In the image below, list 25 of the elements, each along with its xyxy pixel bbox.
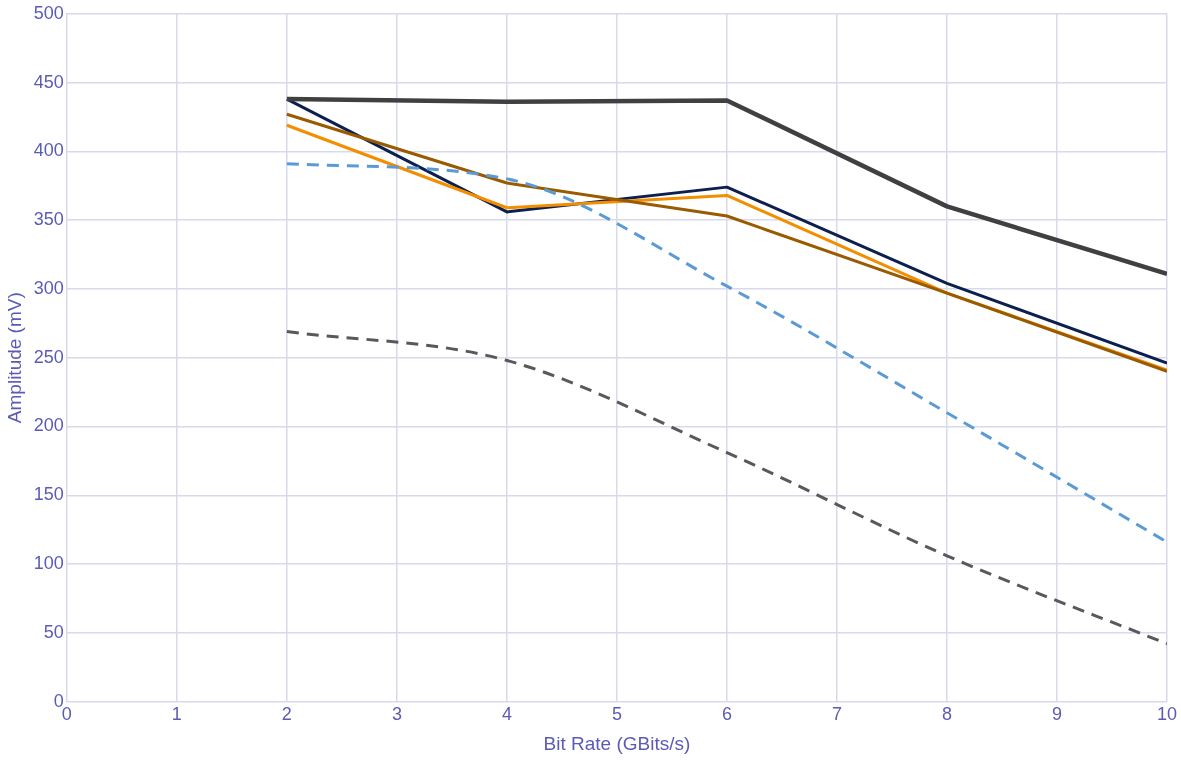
y-tick-label: 350 — [33, 209, 64, 230]
x-tick-label: 4 — [501, 704, 512, 725]
y-tick-label: 200 — [33, 415, 64, 436]
line-series — [285, 162, 1167, 544]
y-tick-label: 300 — [33, 277, 64, 298]
y-tick-label: 400 — [33, 140, 64, 161]
x-tick-label: 9 — [1051, 704, 1062, 725]
y-tick-label: 500 — [33, 2, 64, 23]
x-tick-label: 6 — [721, 704, 732, 725]
x-tick-label: 1 — [171, 704, 182, 725]
y-tick-label: 450 — [33, 71, 64, 92]
x-axis-title: Bit Rate (GBits/s) — [543, 732, 691, 754]
y-tick-label: 50 — [43, 621, 64, 642]
x-tick-label: 7 — [831, 704, 842, 725]
x-tick-label: 8 — [941, 704, 952, 725]
x-tick-label: 10 — [1156, 704, 1178, 725]
y-tick-label: 250 — [33, 346, 64, 367]
x-tick-label: 3 — [391, 704, 402, 725]
y-tick-label: 0 — [53, 690, 64, 711]
y-axis-title: Amplitude (mV) — [3, 292, 25, 424]
y-tick-label: 150 — [33, 484, 64, 505]
line-series — [285, 330, 1167, 646]
x-tick-label: 5 — [611, 704, 622, 725]
x-tick-label: 2 — [281, 704, 292, 725]
y-tick-label: 100 — [33, 553, 64, 574]
